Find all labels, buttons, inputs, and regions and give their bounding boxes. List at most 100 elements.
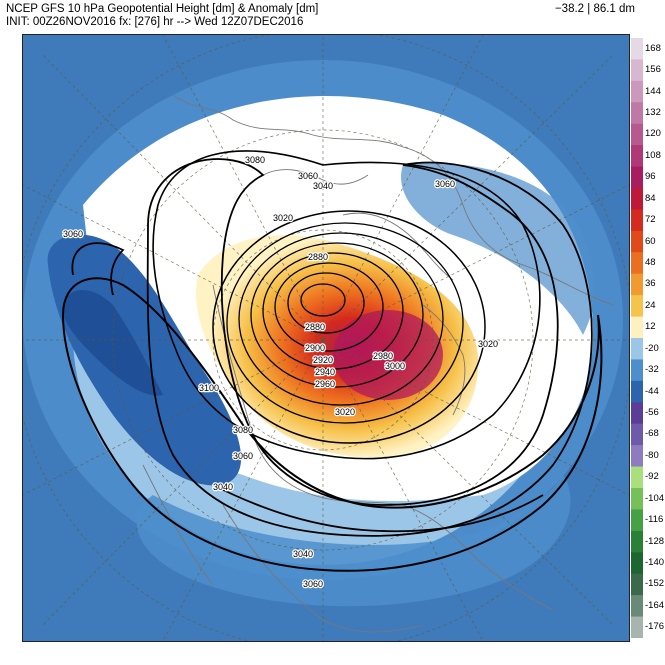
map-title: NCEP GFS 10 hPa Geopotential Height [dm]… xyxy=(6,3,319,15)
coastline xyxy=(172,94,404,148)
colorbar-swatch xyxy=(631,359,643,382)
coastline xyxy=(222,504,424,633)
colorbar-swatch xyxy=(631,252,643,275)
polar-stereographic-map: 3080 3060 3040 3020 3060 3060 2880 2880 … xyxy=(22,34,630,642)
contour-label: 3040 xyxy=(293,549,313,559)
colorbar-swatch xyxy=(631,488,643,510)
meridian xyxy=(322,339,484,641)
colorbar-swatch xyxy=(631,102,643,125)
contour-label: 3060 xyxy=(298,171,318,181)
height-contour xyxy=(226,222,464,424)
anomaly-range-stats: −38.2 | 86.1 dm xyxy=(554,3,635,15)
colorbar-swatch xyxy=(631,316,643,339)
colorbar-tick-label: 60 xyxy=(645,235,656,247)
negative-anomaly-south xyxy=(136,475,571,607)
contour-label: 2980 xyxy=(373,351,393,361)
contour-label: 3020 xyxy=(478,339,498,349)
colorbar-tick-label: -116 xyxy=(645,514,664,526)
colorbar-tick-label: -44 xyxy=(645,385,659,397)
contour-label: 2880 xyxy=(305,322,325,332)
colorbar-swatch xyxy=(631,59,643,82)
height-contour xyxy=(287,272,365,334)
contour-label: 3000 xyxy=(385,361,405,371)
height-contour xyxy=(146,158,593,537)
meridian xyxy=(42,339,324,626)
meridian xyxy=(42,54,324,341)
colorbar-swatch xyxy=(631,509,643,532)
height-contours xyxy=(61,150,603,572)
meridian xyxy=(162,339,324,641)
colorbar-swatch xyxy=(631,38,643,60)
colorbar-tick-label: 24 xyxy=(645,299,656,311)
contour-label: 3100 xyxy=(199,383,219,393)
meridian xyxy=(322,339,614,626)
colorbar-tick-label: -92 xyxy=(645,471,659,483)
colorbar-tick-label: -104 xyxy=(645,492,665,504)
colorbar-swatch xyxy=(631,273,643,296)
colorbar-tick-label: 108 xyxy=(645,149,661,161)
colorbar-tick-label: 156 xyxy=(645,64,661,76)
contour-label: 3020 xyxy=(273,213,293,223)
height-contour xyxy=(250,242,424,388)
colorbar-tick-label: 84 xyxy=(645,192,656,204)
colorbar-swatch xyxy=(631,188,643,210)
colorbar-swatch xyxy=(631,80,643,103)
coastline xyxy=(262,169,369,185)
height-contour xyxy=(300,283,346,317)
colorbar-swatch xyxy=(631,573,643,596)
coastline xyxy=(212,284,404,506)
map-canvas: 3080 3060 3040 3020 3060 3060 2880 2880 … xyxy=(23,35,629,641)
contour-label: 3040 xyxy=(213,482,233,492)
coastline xyxy=(402,504,554,611)
meridian xyxy=(23,339,324,496)
contour-label: 3020 xyxy=(335,407,355,417)
height-contour xyxy=(71,242,125,296)
anomaly-colorbar xyxy=(631,38,643,638)
contour-label: 2940 xyxy=(315,367,335,377)
contour-label: 3060 xyxy=(233,451,253,461)
colorbar-tick-label: -128 xyxy=(645,535,665,547)
colorbar-tick-label: -152 xyxy=(645,578,665,590)
coastline xyxy=(402,146,614,306)
coastlines xyxy=(142,94,614,633)
colorbar-swatch xyxy=(631,123,643,146)
colorbar-swatch xyxy=(631,380,643,403)
colorbar-tick-label: -32 xyxy=(645,364,659,376)
contour-labels: 3080 3060 3040 3020 3060 3060 2880 2880 … xyxy=(62,154,500,591)
contour-label: 2880 xyxy=(308,252,328,262)
colorbar-tick-label: 96 xyxy=(645,171,656,183)
colorbar-swatch xyxy=(631,402,643,425)
colorbar-swatch xyxy=(631,423,643,446)
colorbar-tick-label: 168 xyxy=(645,42,661,54)
contour-label: 3080 xyxy=(233,425,253,435)
colorbar-swatch xyxy=(631,616,643,638)
colorbar-swatch xyxy=(631,209,643,232)
height-contour xyxy=(212,484,544,533)
colorbar-swatch xyxy=(631,552,643,575)
colorbar-tick-label: 120 xyxy=(645,128,661,140)
colorbar-tick-label: 12 xyxy=(645,321,656,333)
coastline xyxy=(142,464,214,586)
colorbar-swatch xyxy=(631,445,643,468)
colorbar-tick-label: -80 xyxy=(645,449,659,461)
meridian xyxy=(322,54,614,341)
contour-label: 3060 xyxy=(435,179,455,189)
colorbar-tick-label: -164 xyxy=(645,599,665,611)
colorbar-swatch xyxy=(631,530,643,553)
contour-label: 2960 xyxy=(315,379,335,389)
colorbar-swatch xyxy=(631,595,643,618)
colorbar-tick-label: 144 xyxy=(645,85,661,97)
init-time-line: INIT: 00Z26NOV2016 fx: [276] hr --> Wed … xyxy=(6,16,304,28)
colorbar-swatch xyxy=(631,338,643,360)
colorbar-tick-label: -56 xyxy=(645,407,659,418)
contour-label: 3080 xyxy=(245,155,265,165)
colorbar-tick-label: -140 xyxy=(645,557,665,568)
contour-label: 3040 xyxy=(313,181,333,191)
height-contour xyxy=(262,252,404,370)
height-contour xyxy=(274,262,384,352)
meridian xyxy=(23,184,324,341)
height-contour xyxy=(61,277,603,572)
colorbar-swatch xyxy=(631,466,643,489)
graticule xyxy=(23,35,629,641)
height-contour xyxy=(152,150,541,460)
